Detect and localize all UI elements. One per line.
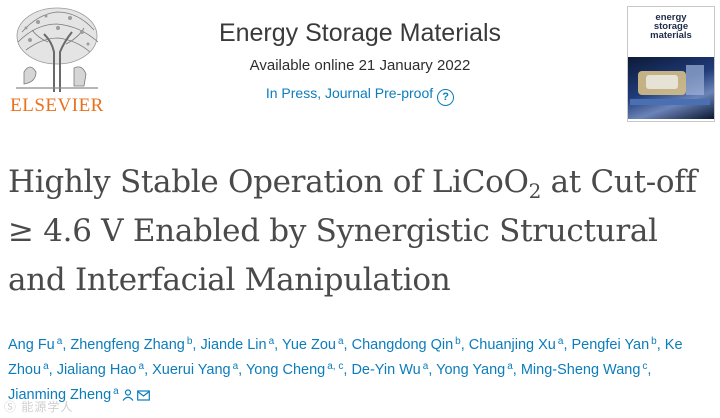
author-name[interactable]: Yong Cheng <box>245 362 326 378</box>
cover-title-line: energy <box>655 12 687 23</box>
author-affiliation[interactable]: c <box>642 361 648 372</box>
author-name[interactable]: De-Yin Wu <box>351 362 421 378</box>
author-affiliation[interactable]: a <box>507 361 513 372</box>
author-link[interactable]: Yue Zou a <box>281 336 344 354</box>
author-name[interactable]: Chuanjing Xu <box>468 337 556 353</box>
author-affiliation[interactable]: b <box>651 336 657 347</box>
author-name[interactable]: Yue Zou <box>281 337 336 353</box>
author-affiliation[interactable]: a <box>138 361 145 372</box>
author-name[interactable]: Zhengfeng Zhang <box>70 337 185 353</box>
author-name[interactable]: Ke Zhou <box>8 337 683 378</box>
author-name[interactable]: Jialiang Hao <box>56 362 137 378</box>
author-affiliation[interactable]: a, c <box>327 361 344 372</box>
author-link[interactable]: Changdong Qin b <box>351 336 461 354</box>
cover-title-area: energy storage materials <box>628 7 714 57</box>
author-link[interactable]: Jialiang Hao a <box>56 361 145 379</box>
author-name[interactable]: Ang Fu <box>8 337 55 353</box>
author-affiliation[interactable]: b <box>455 336 461 347</box>
article-status[interactable]: In Press, Journal Pre-proof? <box>150 83 570 106</box>
author-name[interactable]: Xuerui Yang <box>152 362 231 378</box>
author-link[interactable]: Ming-Sheng Wang c <box>520 361 648 379</box>
author-name[interactable]: Pengfei Yan <box>571 337 650 353</box>
article-title-part1: Highly Stable Operation of LiCoO <box>8 164 529 200</box>
article-title-part2: at Cut-off ≥ 4.6 V Enabled by Synergisti… <box>8 164 697 298</box>
envelope-icon[interactable] <box>136 390 150 401</box>
elsevier-tree-logo-icon <box>8 2 106 94</box>
publisher-wordmark: ELSEVIER <box>10 95 104 116</box>
author-link[interactable]: De-Yin Wu a <box>351 361 429 379</box>
author-name[interactable]: Ming-Sheng Wang <box>520 362 641 378</box>
author-affiliation[interactable]: a <box>56 336 63 347</box>
author-link[interactable]: Chuanjing Xu a <box>468 336 564 354</box>
author-affiliation[interactable]: a <box>113 386 119 397</box>
author-link[interactable]: Ang Fu a <box>8 336 63 354</box>
author-link[interactable]: Yong Cheng a, c <box>245 361 344 379</box>
cover-title-line: storage <box>653 21 689 32</box>
author-name[interactable]: Jiande Lin <box>200 337 267 353</box>
author-affiliation[interactable]: b <box>186 336 193 347</box>
article-title-subscript: 2 <box>528 179 542 203</box>
cover-title: energy storage materials <box>632 12 710 41</box>
author-link[interactable]: Jiande Lin a <box>200 336 275 354</box>
author-list: Ang Fu a, Zhengfeng Zhang b, Jiande Lin a, … <box>8 336 683 404</box>
author-affiliation[interactable]: a <box>43 361 49 372</box>
question-circle-icon[interactable]: ? <box>437 89 455 106</box>
available-online-date: Available online 21 January 2022 <box>249 57 471 74</box>
author-affiliation[interactable]: a <box>422 361 429 372</box>
article-header: ELSEVIER Energy Storage Materials Availa… <box>0 0 720 128</box>
article-status-label[interactable]: In Press, Journal Pre-proof <box>265 85 434 101</box>
author-affiliation[interactable]: a <box>232 361 239 372</box>
author-name[interactable]: Yong Yang <box>436 362 506 378</box>
author-affiliation[interactable]: a <box>337 336 344 347</box>
journal-info: Energy Storage Materials Available onlin… <box>150 16 570 106</box>
author-affiliation[interactable]: a <box>557 336 564 347</box>
author-name[interactable]: Changdong Qin <box>351 337 454 353</box>
cover-title-line: materials <box>650 30 692 41</box>
author-link[interactable]: Jianming Zheng a <box>8 386 119 404</box>
cover-image <box>628 57 714 119</box>
journal-title[interactable]: Energy Storage Materials <box>218 19 502 47</box>
author-link[interactable]: Zhengfeng Zhang b <box>70 336 193 354</box>
elsevier-logo[interactable]: ELSEVIER <box>8 2 106 120</box>
author-name[interactable]: Jianming Zheng <box>8 387 112 403</box>
article-title: Highly Stable Operation of LiCoO2 at Cut… <box>8 158 712 305</box>
author-link[interactable]: Pengfei Yan b <box>571 336 657 354</box>
author-link[interactable]: Ke Zhou a <box>8 337 683 378</box>
person-icon[interactable] <box>122 389 134 401</box>
author-link[interactable]: Xuerui Yang a <box>152 361 239 379</box>
journal-cover-thumbnail[interactable]: energy storage materials <box>627 6 715 122</box>
author-affiliation[interactable]: a <box>268 336 275 347</box>
author-link[interactable]: Yong Yang a <box>436 361 513 379</box>
watermark: Ⓢ 能源学人 <box>4 400 74 414</box>
